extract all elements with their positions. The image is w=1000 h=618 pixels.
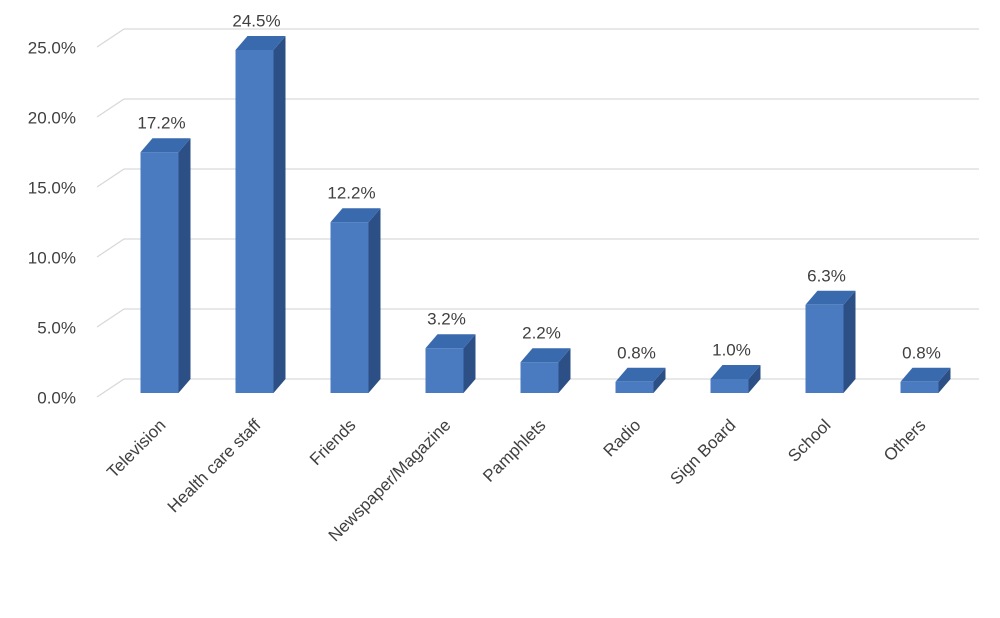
value-label: 17.2%	[137, 114, 185, 133]
x-tick-label: Friends	[306, 416, 360, 470]
bar	[805, 304, 844, 393]
grid-line-side	[96, 28, 125, 48]
bar	[425, 348, 464, 393]
bar-side	[558, 348, 571, 393]
bar	[330, 222, 369, 393]
grid-line-side	[96, 308, 125, 328]
bar-side	[843, 290, 856, 393]
x-tick-label: Pamphlets	[479, 416, 549, 486]
bar-top	[425, 334, 476, 349]
bar-side	[938, 367, 951, 393]
bar-side	[653, 367, 666, 393]
x-tick-label: Sign Board	[667, 416, 740, 489]
value-label: 2.2%	[522, 324, 561, 343]
x-tick-label: Radio	[600, 416, 645, 461]
bar	[140, 152, 179, 393]
bar	[615, 381, 654, 393]
bar-top	[615, 367, 666, 382]
y-tick-label: 0.0%	[37, 388, 76, 407]
x-tick-label: Others	[880, 416, 930, 466]
bar	[235, 50, 274, 393]
value-label: 1.0%	[712, 340, 751, 359]
bar-side	[273, 36, 286, 393]
value-label: 3.2%	[427, 310, 466, 329]
grid-line-side	[96, 98, 125, 118]
bar-top	[235, 36, 286, 50]
bar-side	[748, 365, 761, 393]
bar-top	[330, 208, 381, 223]
value-label: 6.3%	[807, 266, 846, 285]
grid-line-side	[96, 168, 125, 188]
bar-top	[900, 367, 951, 382]
y-tick-label: 10.0%	[28, 248, 76, 267]
grid-line-side	[96, 378, 125, 398]
x-tick-label: Television	[103, 416, 169, 482]
bar	[520, 362, 559, 393]
y-tick-label: 15.0%	[28, 178, 76, 197]
x-tick-label: Health care staff	[164, 415, 265, 516]
bar	[710, 379, 749, 393]
grid-line-side	[96, 238, 125, 258]
value-label: 0.8%	[902, 343, 941, 362]
bar-top	[805, 290, 856, 305]
value-label: 24.5%	[232, 11, 280, 30]
bar-side	[463, 334, 476, 393]
bar-top	[710, 365, 761, 379]
value-label: 0.8%	[617, 343, 656, 362]
bar-top	[520, 348, 571, 363]
bar	[900, 381, 939, 393]
bar-side	[178, 138, 191, 393]
y-tick-label: 20.0%	[28, 108, 76, 127]
value-label: 12.2%	[327, 184, 375, 203]
x-tick-label: School	[784, 416, 834, 466]
y-tick-label: 5.0%	[37, 318, 76, 337]
bar-top	[140, 138, 191, 153]
y-tick-label: 25.0%	[28, 38, 76, 57]
bar-side	[368, 208, 381, 393]
